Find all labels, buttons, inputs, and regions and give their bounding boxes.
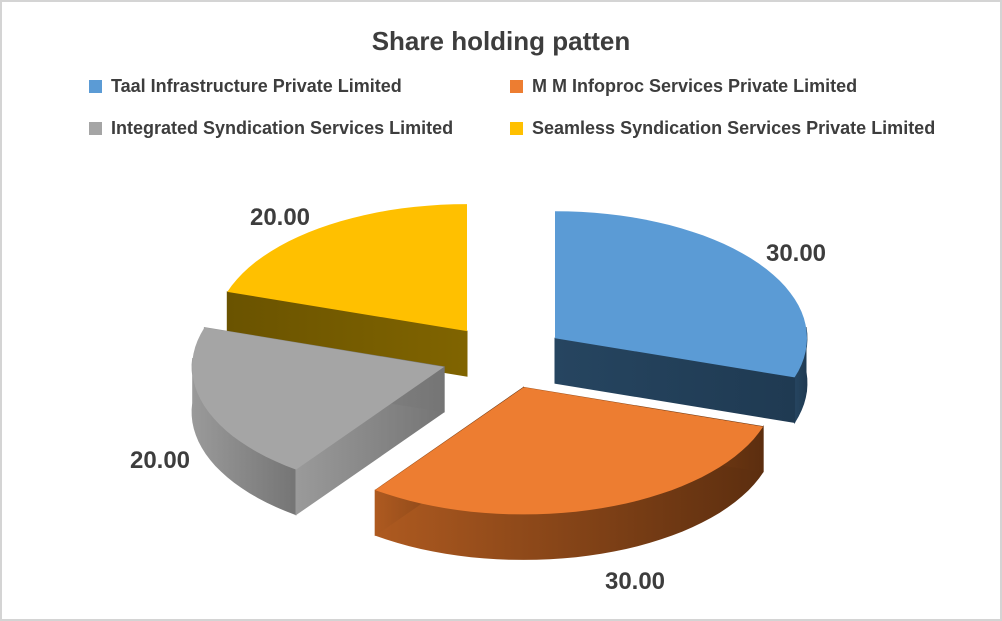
legend-item-mm-infoproc: M M Infoproc Services Private Limited <box>510 76 935 97</box>
legend-label: Seamless Syndication Services Private Li… <box>532 118 936 138</box>
pie-slice-1 <box>374 386 764 560</box>
pie-slice-0 <box>554 211 808 425</box>
legend-item-seamless: Seamless Syndication Services Private Li… <box>510 118 935 139</box>
pie-slice-top <box>555 211 807 378</box>
data-label-1: 30.00 <box>605 568 665 595</box>
pie-slice-cut-wall <box>554 337 796 423</box>
legend-item-integrated: Integrated Syndication Services Limited <box>89 118 510 139</box>
data-label-2: 20.00 <box>130 447 190 474</box>
pie-slice-2 <box>191 327 445 516</box>
legend-label: M M Infoproc Services Private Limited <box>532 76 858 96</box>
pie-slice-rim-wall <box>191 357 297 516</box>
legend: Taal Infrastructure Private Limited M M … <box>89 76 935 139</box>
data-label-3: 20.00 <box>250 204 310 231</box>
legend-item-taal: Taal Infrastructure Private Limited <box>89 76 510 97</box>
pie-slice-top <box>375 387 764 515</box>
legend-swatch-blue-icon <box>89 80 102 93</box>
data-label-0: 30.00 <box>766 240 826 267</box>
legend-label: Integrated Syndication Services Limited <box>111 118 454 138</box>
pie-slice-top <box>227 204 467 332</box>
legend-label: Taal Infrastructure Private Limited <box>111 76 402 96</box>
pie-slice-top <box>192 327 445 470</box>
legend-swatch-yellow-icon <box>510 122 523 135</box>
legend-swatch-gray-icon <box>89 122 102 135</box>
chart-title: Share holding patten <box>371 26 631 56</box>
legend-swatch-orange-icon <box>510 80 523 93</box>
